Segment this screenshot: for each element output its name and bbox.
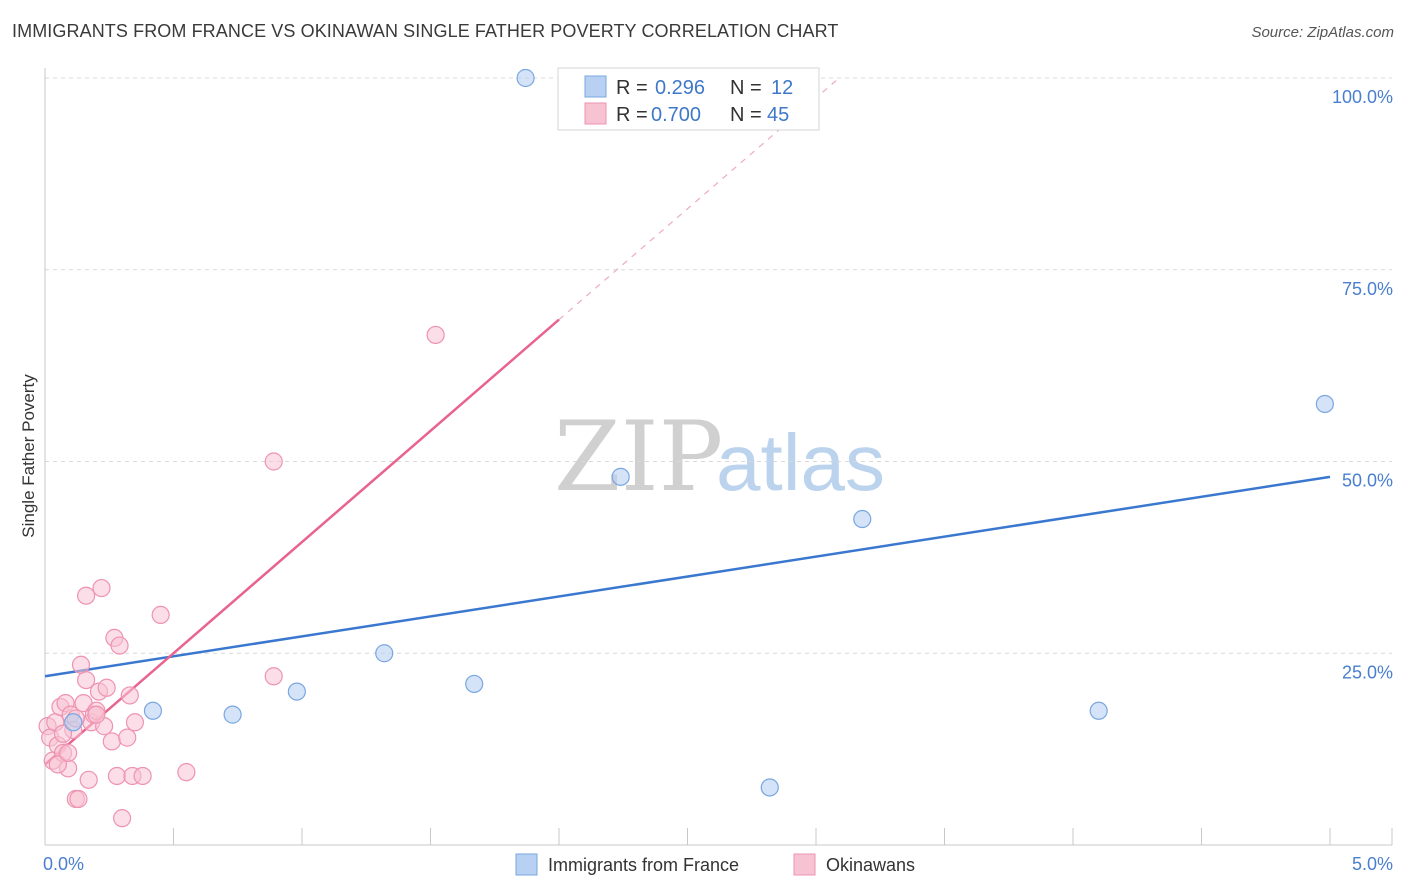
y-tick-label: 75.0% <box>1342 279 1393 299</box>
okinawans-point <box>426 325 445 345</box>
watermark-atlas: atlas <box>716 418 885 507</box>
okinawans-point <box>133 766 152 786</box>
source-label: Source: ZipAtlas.com <box>1251 24 1394 41</box>
grid-lines <box>45 77 1392 654</box>
legend-swatch-blue <box>584 75 607 98</box>
france-point <box>223 705 242 724</box>
chart-title: IMMIGRANTS FROM FRANCE VS OKINAWAN SINGL… <box>12 21 839 41</box>
correlation-legend: R = 0.296 N = 12 R = 0.700 N = 45 <box>557 67 820 131</box>
x-tick-label-min: 0.0% <box>43 854 84 874</box>
y-axis-label: Single Father Poverty <box>19 374 38 538</box>
okinawans-point <box>102 732 121 751</box>
legend-r-value-2: 0.700 <box>651 104 701 126</box>
legend-r-label-2: R = <box>616 104 648 126</box>
legend-n-label-1: N = <box>730 77 762 99</box>
okinawans-point <box>59 743 78 763</box>
france-point <box>853 509 872 529</box>
watermark-zip: ZIP <box>554 401 723 513</box>
okinawans-point <box>118 728 137 747</box>
okinawans-point <box>177 763 196 782</box>
france-point <box>143 701 163 720</box>
okinawans-point <box>97 678 116 697</box>
okinawans-points <box>38 325 445 828</box>
y-tick-label: 100.0% <box>1332 87 1393 107</box>
france-point <box>64 713 83 732</box>
france-point <box>465 674 484 694</box>
okinawans-point <box>77 586 96 605</box>
okinawans-point <box>112 809 132 828</box>
france-point <box>287 682 306 701</box>
series-legend: Immigrants from France Okinawans <box>515 853 915 876</box>
y-tick-label: 50.0% <box>1342 471 1393 491</box>
legend-n-label-2: N = <box>730 104 762 126</box>
okinawans-point <box>264 452 283 471</box>
france-point <box>611 467 630 486</box>
okinawans-point <box>110 636 129 655</box>
axes <box>44 68 1393 846</box>
france-points <box>64 68 1334 797</box>
x-tick-label-max: 5.0% <box>1352 854 1393 874</box>
france-point <box>1089 701 1108 720</box>
trendline-okinawans-extension <box>558 77 840 321</box>
legend-r-label-1: R = <box>616 77 648 99</box>
okinawans-point <box>53 724 73 743</box>
y-tick-label: 25.0% <box>1342 662 1393 682</box>
okinawans-point <box>79 770 98 789</box>
france-point <box>375 644 394 663</box>
bottom-legend-label-1: Immigrants from France <box>548 855 739 875</box>
legend-swatch-pink <box>584 102 607 125</box>
okinawans-point <box>69 789 88 809</box>
legend-n-value-1: 12 <box>771 77 793 99</box>
okinawans-point <box>71 655 91 674</box>
bottom-legend-label-2: Okinawans <box>826 855 915 875</box>
okinawans-point <box>48 755 67 774</box>
okinawans-point <box>264 667 283 686</box>
okinawans-point <box>92 578 111 598</box>
trendline-france <box>44 475 1331 678</box>
bottom-legend-swatch-blue <box>515 853 538 876</box>
y-tick-labels: 25.0% 50.0% 75.0% 100.0% <box>1332 87 1393 682</box>
okinawans-point <box>107 766 127 786</box>
france-point <box>516 68 535 88</box>
legend-n-value-2: 45 <box>767 104 789 126</box>
france-point <box>1315 394 1334 414</box>
okinawans-point <box>120 686 139 705</box>
okinawans-point <box>77 670 96 690</box>
okinawans-point <box>151 605 170 625</box>
france-point <box>760 778 779 797</box>
okinawans-point <box>125 713 145 732</box>
bottom-legend-swatch-pink <box>793 853 816 876</box>
okinawans-point <box>87 705 106 724</box>
x-tick-labels: 0.0% 5.0% <box>43 854 1393 874</box>
legend-r-value-1: 0.296 <box>655 77 705 99</box>
